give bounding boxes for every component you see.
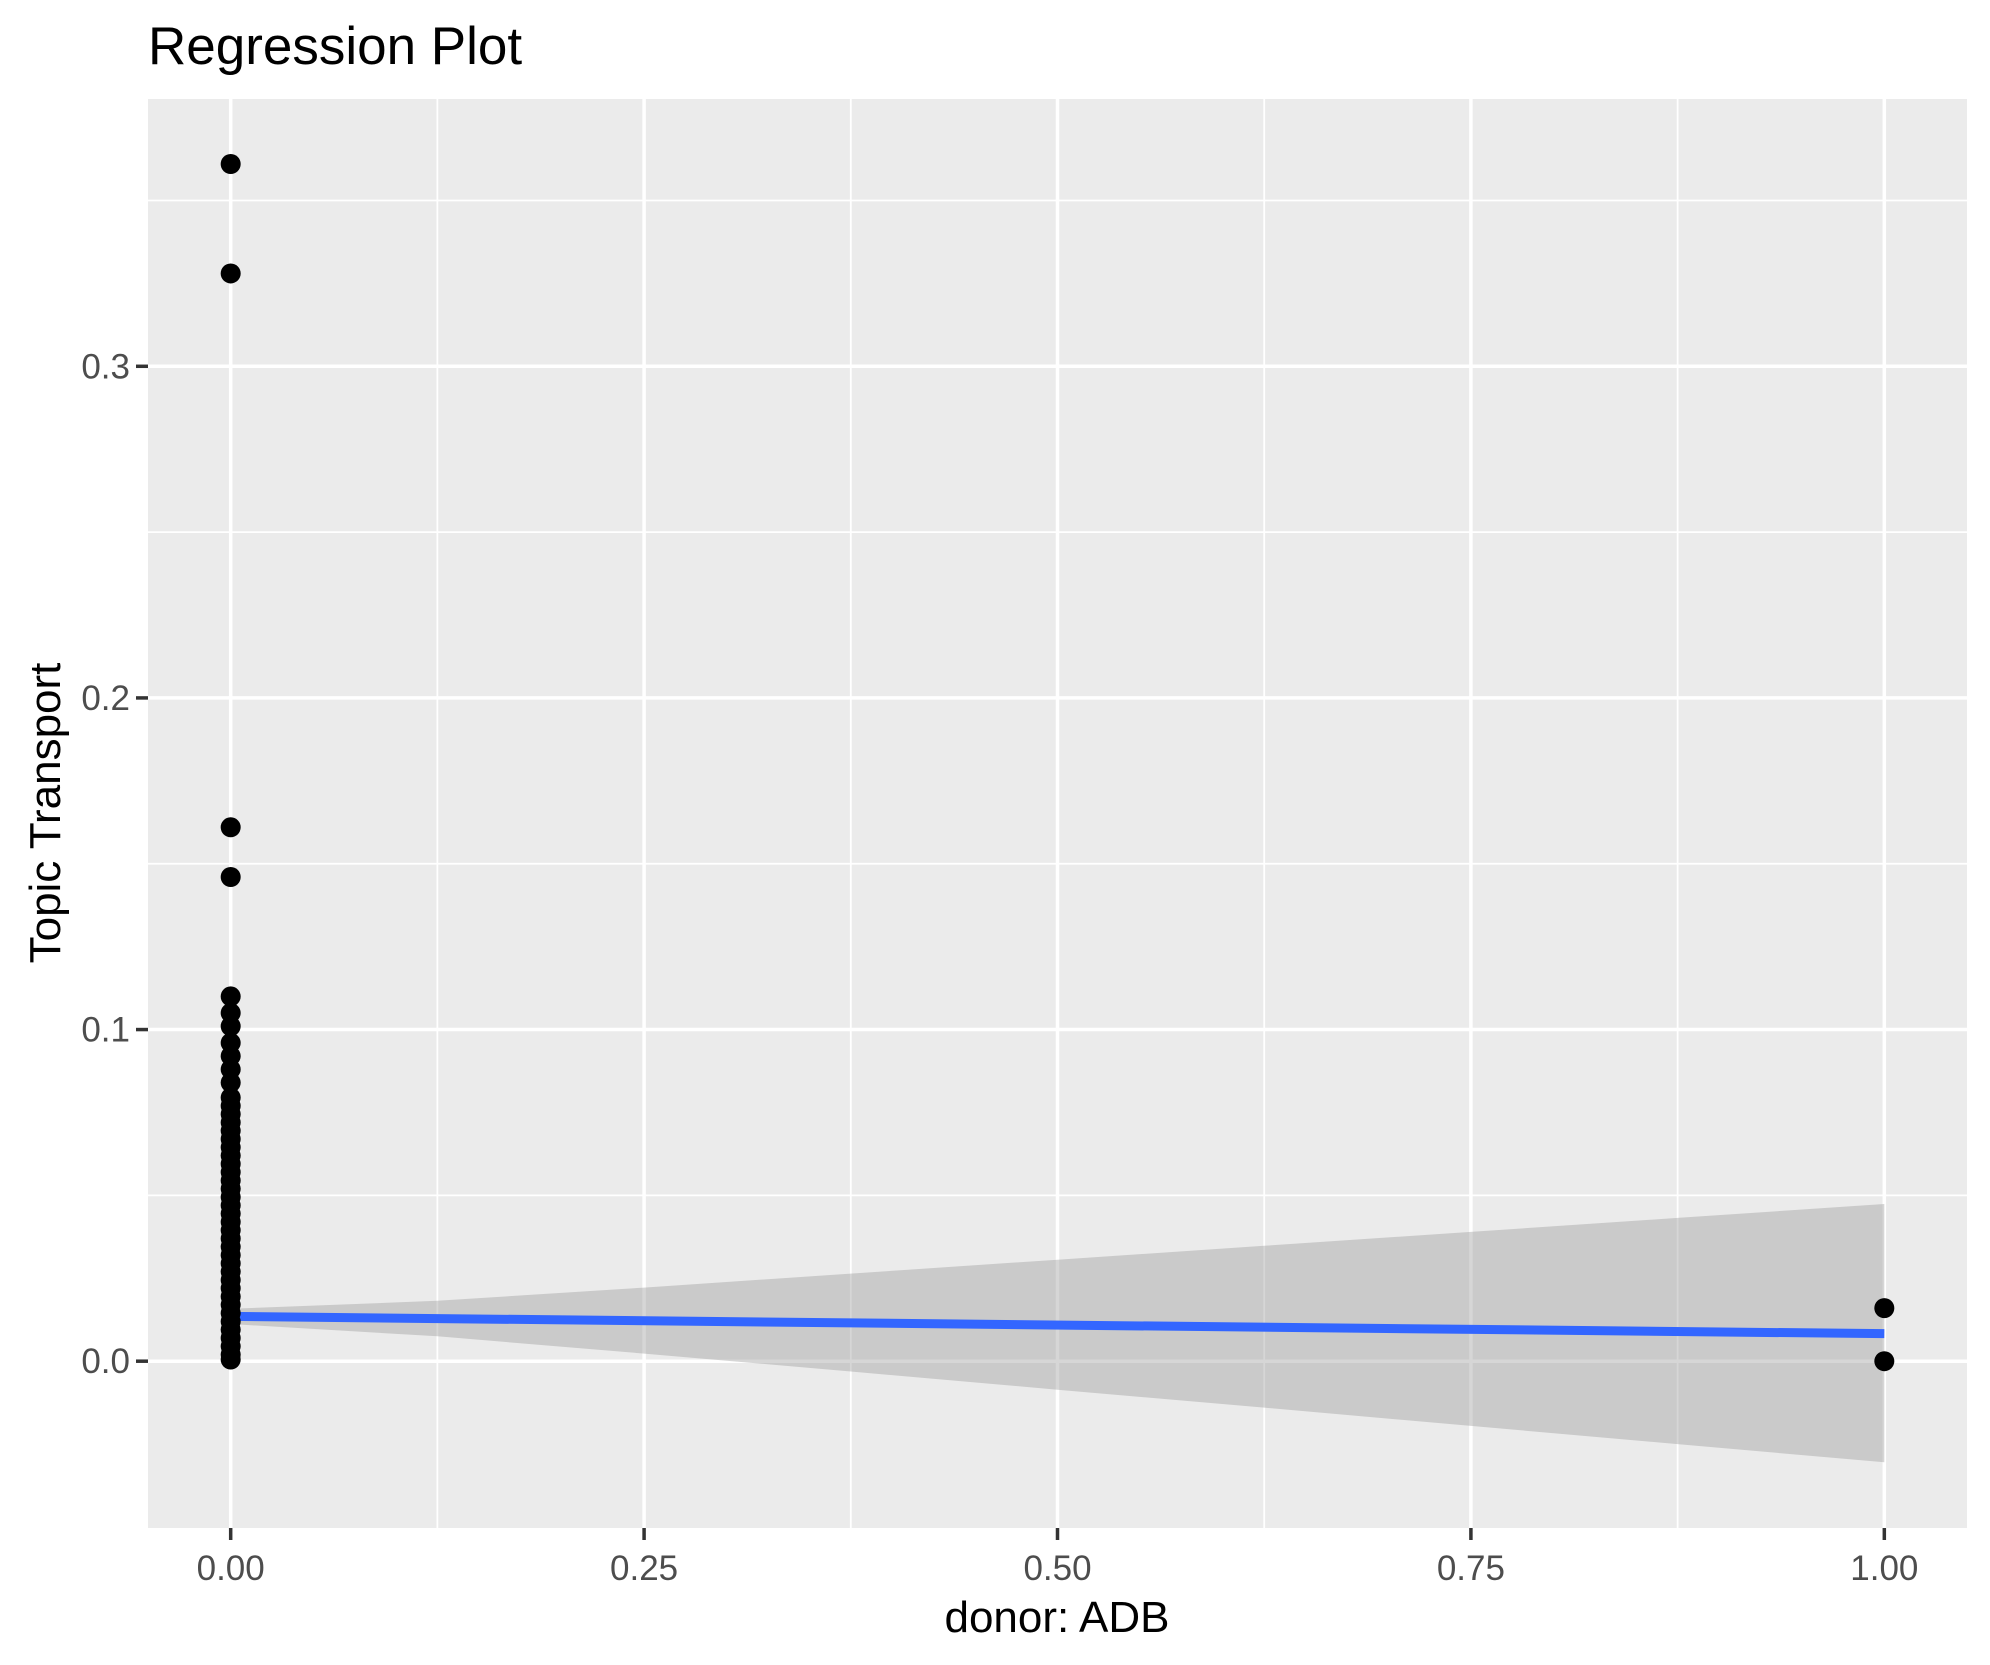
confidence-band: [230, 1204, 1885, 1463]
y-tick-labels: 0.0 0.1 0.2 0.3: [81, 347, 130, 1381]
regression-line: [230, 1311, 1885, 1339]
x-tick-labels: 0.00 0.25 0.50 0.75 1.00: [197, 1549, 1919, 1588]
y-tick-label: 0.2: [81, 679, 130, 718]
y-tick-label: 0.1: [81, 1011, 130, 1050]
x-tick-label: 0.25: [610, 1549, 678, 1588]
x-tick-label: 1.00: [1850, 1549, 1918, 1588]
y-axis-title: Topic Transport: [21, 663, 70, 964]
scatter-points: [220, 153, 1895, 1372]
grid-major: [148, 99, 1967, 1528]
plot-title: Regression Plot: [148, 17, 522, 76]
y-tick-label: 0.0: [81, 1342, 130, 1381]
axis-tick-marks: [136, 364, 1887, 1540]
x-axis-title: donor: ADB: [944, 1593, 1169, 1642]
y-tick-label: 0.3: [81, 347, 130, 386]
x-tick-label: 0.00: [197, 1549, 265, 1588]
x-tick-label: 0.50: [1023, 1549, 1091, 1588]
x-tick-label: 0.75: [1437, 1549, 1505, 1588]
